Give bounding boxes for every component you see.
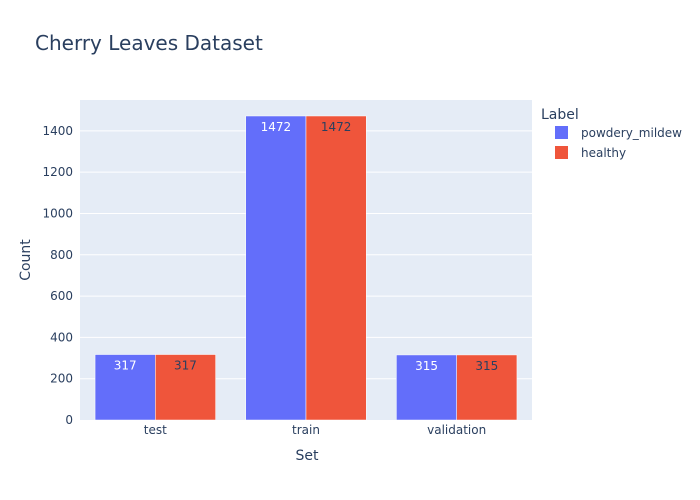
x-axis-title: Set xyxy=(296,448,320,464)
legend-item-label: healthy xyxy=(581,146,626,160)
x-tick-label: train xyxy=(292,423,320,437)
y-tick-label: 600 xyxy=(50,289,73,303)
bar-value-label: 315 xyxy=(475,359,498,373)
y-tick-label: 200 xyxy=(50,372,73,386)
y-tick-label: 1200 xyxy=(42,165,73,179)
bar-value-label: 317 xyxy=(174,359,197,373)
legend-swatch xyxy=(555,146,568,159)
y-axis-title: Count xyxy=(18,239,34,281)
y-tick-label: 0 xyxy=(65,413,73,427)
legend-title: Label xyxy=(541,107,579,123)
bar xyxy=(456,354,518,421)
bar-value-label: 1472 xyxy=(321,120,352,134)
bar-value-label: 315 xyxy=(415,359,438,373)
y-tick-label: 1400 xyxy=(42,124,73,138)
x-axis-ticks: test train validation xyxy=(144,423,486,437)
legend-item-label: powdery_mildew xyxy=(581,126,682,140)
x-tick-label: test xyxy=(144,423,167,437)
y-tick-label: 400 xyxy=(50,330,73,344)
x-tick-label: validation xyxy=(427,423,486,437)
y-tick-label: 800 xyxy=(50,248,73,262)
bar-value-label: 317 xyxy=(114,359,137,373)
y-tick-label: 1000 xyxy=(42,206,73,220)
chart-title: Cherry Leaves Dataset xyxy=(35,31,263,55)
legend-swatch xyxy=(555,126,568,139)
bar xyxy=(94,354,156,421)
bar xyxy=(245,115,307,421)
bars: 317 317 1472 1472 315 315 xyxy=(94,115,518,421)
bar-value-label: 1472 xyxy=(261,120,292,134)
bar xyxy=(305,115,367,421)
bar xyxy=(155,354,216,421)
bar xyxy=(396,354,457,421)
y-axis-ticks: 0 200 400 600 800 1000 1200 1400 xyxy=(42,124,73,427)
